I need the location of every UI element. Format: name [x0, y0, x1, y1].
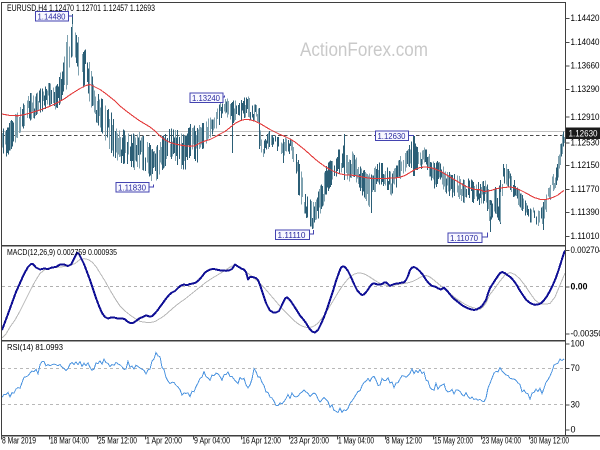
svg-text:-0.003501: -0.003501 [571, 329, 600, 339]
svg-text:1.13290: 1.13290 [571, 84, 600, 94]
svg-text:1.11070: 1.11070 [450, 233, 478, 243]
svg-text:1 May 04:00: 1 May 04:00 [338, 436, 374, 446]
svg-text:1.11110: 1.11110 [278, 230, 306, 240]
svg-text:16 Apr 12:00: 16 Apr 12:00 [242, 436, 281, 446]
svg-text:30 May 12:00: 30 May 12:00 [530, 436, 569, 446]
svg-text:25 Mar 12:00: 25 Mar 12:00 [98, 436, 137, 446]
svg-text:23 May 04:00: 23 May 04:00 [482, 436, 521, 446]
svg-text:1.12630: 1.12630 [378, 131, 406, 141]
svg-text:1.11830: 1.11830 [118, 182, 146, 192]
svg-text:MACD(12,26,9) 0.002759 0.00093: MACD(12,26,9) 0.002759 0.000935 [7, 247, 117, 257]
svg-text:1.12530: 1.12530 [571, 138, 600, 148]
svg-text:1.14040: 1.14040 [571, 37, 600, 47]
svg-text:1.11770: 1.11770 [571, 184, 600, 194]
svg-text:RSI(14) 81.0993: RSI(14) 81.0993 [7, 342, 63, 352]
svg-text:1.12150: 1.12150 [571, 160, 600, 170]
svg-text:1 Apr 20:00: 1 Apr 20:00 [146, 436, 182, 446]
svg-text:0: 0 [571, 425, 576, 435]
svg-text:18 Mar 04:00: 18 Mar 04:00 [50, 436, 89, 446]
svg-text:1.14420: 1.14420 [571, 13, 600, 23]
svg-text:1.13240: 1.13240 [192, 93, 220, 103]
svg-text:15 May 20:00: 15 May 20:00 [434, 436, 473, 446]
svg-text:1.13660: 1.13660 [571, 61, 600, 71]
svg-text:70: 70 [571, 363, 580, 373]
svg-text:8 Mar 2019: 8 Mar 2019 [2, 436, 36, 446]
svg-text:0.00: 0.00 [571, 282, 588, 292]
svg-text:1.14480: 1.14480 [38, 11, 66, 21]
svg-text:1.11390: 1.11390 [571, 207, 600, 217]
svg-text:8 May 12:00: 8 May 12:00 [386, 436, 422, 446]
svg-text:ActionForex.com: ActionForex.com [300, 40, 428, 61]
svg-text:EURUSD,H4 1.12470 1.12701 1.12: EURUSD,H4 1.12470 1.12701 1.12457 1.1269… [7, 3, 155, 13]
svg-text:30: 30 [571, 400, 580, 410]
svg-text:23 Apr 20:00: 23 Apr 20:00 [290, 436, 329, 446]
svg-text:1.11010: 1.11010 [571, 231, 600, 241]
svg-text:9 Apr 04:00: 9 Apr 04:00 [194, 436, 230, 446]
svg-text:100: 100 [571, 339, 585, 349]
svg-text:0.002704: 0.002704 [571, 245, 600, 255]
svg-text:1.12630: 1.12630 [569, 129, 598, 139]
svg-text:1.12910: 1.12910 [571, 112, 600, 122]
